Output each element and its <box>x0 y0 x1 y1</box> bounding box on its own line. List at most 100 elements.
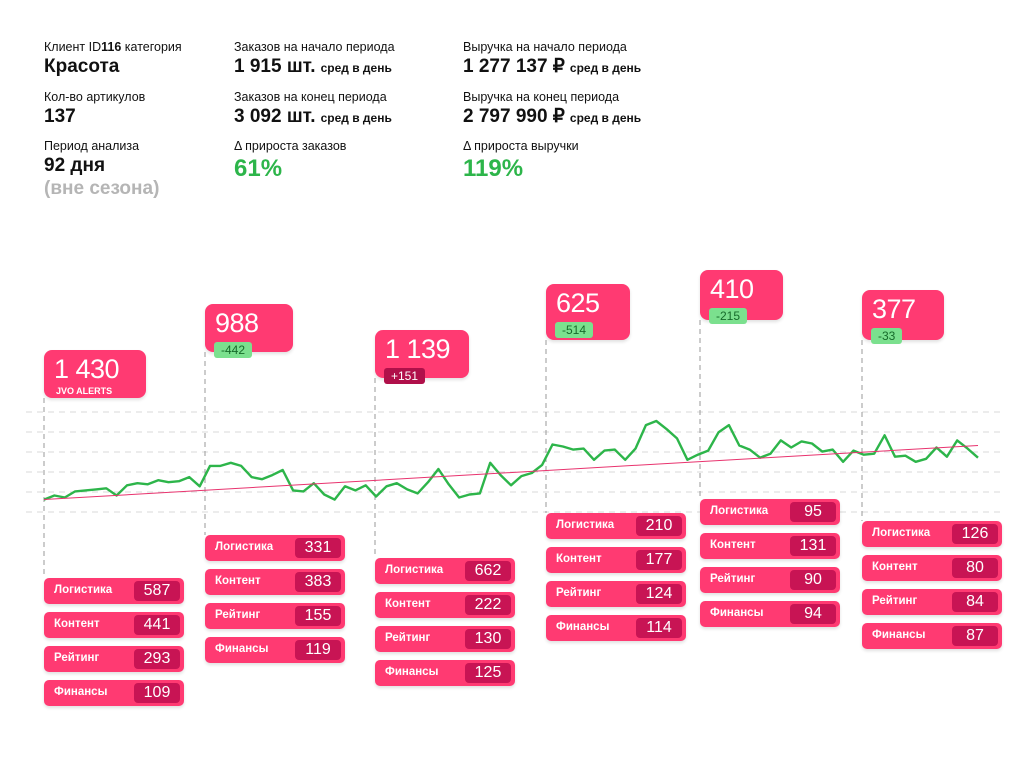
chart-svg <box>26 320 1004 578</box>
client-category: Красота <box>44 56 120 77</box>
metric-label: Финансы <box>556 621 610 633</box>
metric-value: 126 <box>952 524 998 544</box>
orders-start-label: Заказов на начало периода <box>234 40 395 54</box>
metric-label: Логистика <box>872 527 931 539</box>
metric-value: 130 <box>465 629 511 649</box>
revenue-growth-label: Δ прироста выручки <box>463 139 579 153</box>
metric-value: 131 <box>790 536 836 556</box>
metric-value: 125 <box>465 663 511 683</box>
orders-growth-value: 61% <box>234 155 283 182</box>
client-label-prefix: Клиент ID <box>44 40 102 54</box>
metric-label: Контент <box>385 598 431 610</box>
client-stat: Клиент ID116 категория Красота <box>44 40 182 79</box>
metric-label: Финансы <box>215 643 269 655</box>
metric-value: 80 <box>952 558 998 578</box>
metric-row: Контент 80 <box>862 555 1002 581</box>
revenue-start-stat: Выручка на начало периода 1 277 137 ₽ сре… <box>463 40 641 80</box>
alert-total-callout: 625 -514 <box>546 284 630 340</box>
metric-row: Финансы 94 <box>700 601 840 627</box>
alert-total: 1 139 <box>385 334 451 364</box>
orders-start-value: 1 915 шт. <box>234 56 316 77</box>
revenue-end-label: Выручка на конец периода <box>463 90 620 104</box>
metric-label: Логистика <box>556 519 615 531</box>
metric-value: 124 <box>636 584 682 604</box>
revenue-end-value-row: 2 797 990 ₽ сред в день <box>463 105 641 130</box>
metric-label: Логистика <box>710 505 769 517</box>
metric-row: Контент 177 <box>546 547 686 573</box>
metric-row: Логистика 95 <box>700 499 840 525</box>
metric-value: 84 <box>952 592 998 612</box>
metric-value: 95 <box>790 502 836 522</box>
alert-total: 377 <box>872 294 916 324</box>
alert-total-callout: 1 139 +151 <box>375 330 469 384</box>
metric-label: Финансы <box>54 686 108 698</box>
metric-label: Рейтинг <box>872 595 918 607</box>
metric-value: 155 <box>295 606 341 626</box>
orders-end-label: Заказов на конец периода <box>234 90 387 104</box>
metric-label: Контент <box>872 561 918 573</box>
orders-end-value: 3 092 шт. <box>234 106 316 127</box>
metric-label: Рейтинг <box>215 609 261 621</box>
metric-row: Контент 441 <box>44 612 184 638</box>
metric-value: 662 <box>465 561 511 581</box>
metric-value: 587 <box>134 581 180 601</box>
revenue-end-stat: Выручка на конец периода 2 797 990 ₽ сред… <box>463 90 641 130</box>
metric-value: 177 <box>636 550 682 570</box>
revenue-start-label: Выручка на начало периода <box>463 40 627 54</box>
orders-end-stat: Заказов на конец периода 3 092 шт. сред в… <box>234 90 392 130</box>
alert-delta-badge: -442 <box>214 342 253 358</box>
alert-total-callout: 377 -33 <box>862 290 944 344</box>
articles-value: 137 <box>44 106 76 127</box>
orders-end-suffix: сред в день <box>320 111 392 125</box>
alert-delta-badge: -215 <box>709 308 748 324</box>
articles-label: Кол-во артикулов <box>44 90 146 104</box>
client-label: Клиент ID116 категория <box>44 40 182 55</box>
metric-row: Финансы 109 <box>44 680 184 706</box>
metric-label: Финансы <box>385 666 439 678</box>
alert-total: 410 <box>710 274 754 304</box>
revenue-growth-stat: Δ прироста выручки 119% <box>463 139 579 184</box>
period-stat: Период анализа 92 дня (вне сезона) <box>44 139 159 200</box>
metric-row: Финансы 119 <box>205 637 345 663</box>
metric-row: Финансы 114 <box>546 615 686 641</box>
metric-row: Логистика 126 <box>862 521 1002 547</box>
orders-growth-label: Δ прироста заказов <box>234 139 347 153</box>
alert-delta-badge: -514 <box>555 322 594 338</box>
metric-value: 94 <box>790 604 836 624</box>
metric-row: Рейтинг 155 <box>205 603 345 629</box>
metric-label: Рейтинг <box>710 573 756 585</box>
metric-label: Логистика <box>54 584 113 596</box>
metric-value: 331 <box>295 538 341 558</box>
metric-row: Финансы 87 <box>862 623 1002 649</box>
revenue-start-value: 1 277 137 ₽ <box>463 56 565 77</box>
alert-total-callout: 988 -442 <box>205 304 293 358</box>
metric-value: 87 <box>952 626 998 646</box>
orders-start-stat: Заказов на начало периода 1 915 шт. сред … <box>234 40 395 80</box>
revenue-start-value-row: 1 277 137 ₽ сред в день <box>463 55 641 80</box>
alert-total: 988 <box>215 308 259 338</box>
alert-total-callout: 1 430 JVO ALERTS <box>44 350 146 398</box>
metric-row: Финансы 125 <box>375 660 515 686</box>
metric-value: 441 <box>134 615 180 635</box>
metric-label: Рейтинг <box>54 652 100 664</box>
metric-label: Логистика <box>215 541 274 553</box>
metric-row: Рейтинг 293 <box>44 646 184 672</box>
revenue-growth-value: 119% <box>463 155 524 182</box>
metric-row: Контент 383 <box>205 569 345 595</box>
period-label: Период анализа <box>44 139 140 153</box>
metric-value: 293 <box>134 649 180 669</box>
orders-line <box>43 419 979 501</box>
metric-value: 119 <box>295 640 341 660</box>
metric-label: Финансы <box>710 607 764 619</box>
alert-note: JVO ALERTS <box>56 386 113 396</box>
metric-label: Рейтинг <box>556 587 602 599</box>
alert-delta-badge: +151 <box>384 368 426 384</box>
revenue-end-suffix: сред в день <box>569 111 642 125</box>
revenue-start-suffix: сред в день <box>569 61 642 75</box>
metric-label: Финансы <box>872 629 926 641</box>
metric-value: 109 <box>134 683 180 703</box>
metric-row: Контент 222 <box>375 592 515 618</box>
orders-start-value-row: 1 915 шт. сред в день <box>234 55 395 80</box>
alerts-chart: 1 430 JVO ALERTS Логистика 587 Контент 441 Рей… <box>0 230 1024 730</box>
period-value: 92 дня <box>44 155 106 176</box>
